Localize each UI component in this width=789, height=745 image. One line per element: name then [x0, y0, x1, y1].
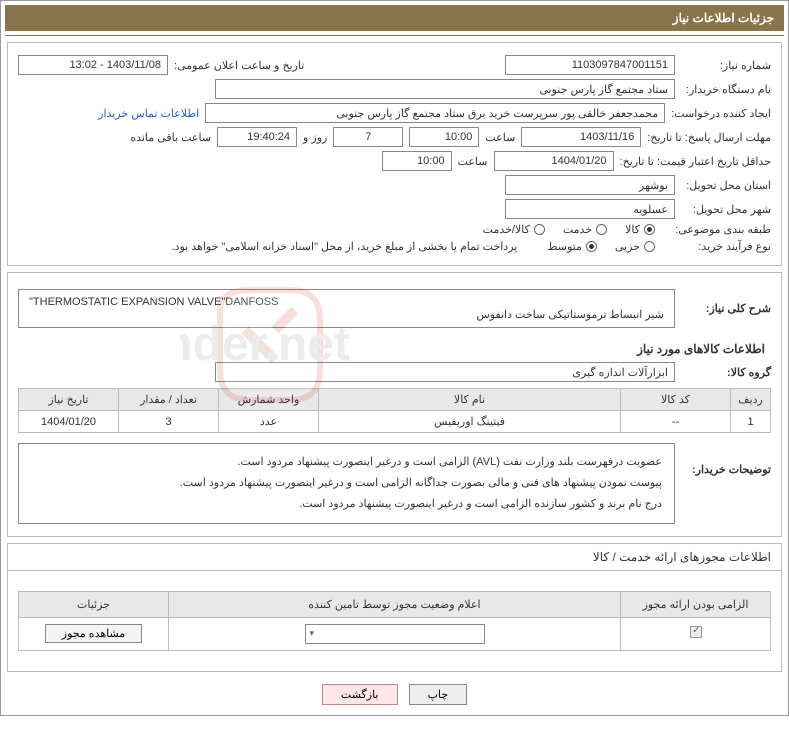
page-header: جزئیات اطلاعات نیاز [5, 5, 784, 31]
city-field: عسلویه [505, 199, 675, 219]
radio-kala[interactable]: کالا [625, 223, 655, 236]
divider [5, 35, 784, 36]
td-unit: عدد [219, 411, 319, 433]
status-select[interactable]: ▾ [305, 624, 485, 644]
explain-line2: پیوست نمودن پیشنهاد های فنی و مالی بصورت… [31, 473, 662, 494]
lth-required: الزامی بودن ارائه مجوز [621, 591, 771, 617]
th-date: تاریخ نیاز [19, 389, 119, 411]
radio-both-label: کالا/خدمت [483, 223, 530, 236]
back-button[interactable]: بازگشت [322, 684, 398, 705]
explain-line3: درج نام برند و کشور سازنده الزامی است و … [31, 494, 662, 515]
ltd-details: مشاهده مجوز [19, 617, 169, 650]
th-qty: تعداد / مقدار [119, 389, 219, 411]
items-table: ردیف کد کالا نام کالا واحد شمارش تعداد /… [18, 388, 771, 433]
validity-label: حداقل تاریخ اعتبار قیمت: تا تاریخ: [620, 155, 771, 168]
view-license-button[interactable]: مشاهده مجوز [45, 624, 142, 643]
radio-small-label: جزیی [615, 240, 640, 253]
explain-box: عضویت درفهرست بلند وزارت نفت (AVL) الزام… [18, 443, 675, 524]
td-row: 1 [731, 411, 771, 433]
radio-kala-label: کالا [625, 223, 640, 236]
province-label: استان محل تحویل: [681, 179, 771, 192]
td-name: فیتینگ اوریفیس [319, 411, 621, 433]
buyer-contact-link[interactable]: اطلاعات تماس خریدار [98, 107, 199, 120]
requester-label: ایجاد کننده درخواست: [671, 107, 771, 120]
lth-details: جزئیات [19, 591, 169, 617]
requester-field: محمدجعفر خالقی پور سرپرست خرید برق ستاد … [205, 103, 665, 123]
radio-khadamat-label: خدمت [563, 223, 592, 236]
td-date: 1404/01/20 [19, 411, 119, 433]
need-panel: شرح کلی نیاز: "THERMOSTATIC EXPANSION VA… [7, 272, 782, 537]
need-title-fa: شیر انبساط ترموستاتیکی ساخت دانفوس [29, 308, 664, 321]
need-no-field: 1103097847001151 [505, 55, 675, 75]
announce-field: 1403/11/08 - 13:02 [18, 55, 168, 75]
table-row: 1 -- فیتینگ اوریفیس عدد 3 1404/01/20 [19, 411, 771, 433]
need-title-en: "THERMOSTATIC EXPANSION VALVE"DANFOSS [29, 296, 664, 308]
lth-status: اعلام وضعیت مجوز توسط تامین کننده [169, 591, 621, 617]
license-table: الزامی بودن ارائه مجوز اعلام وضعیت مجوز … [18, 591, 771, 651]
td-code: -- [621, 411, 731, 433]
radio-med[interactable]: متوسط [547, 240, 597, 253]
time-remain-field: 19:40:24 [217, 127, 297, 147]
need-no-label: شماره نیاز: [681, 59, 771, 72]
group-label: گروه کالا: [681, 366, 771, 379]
time-label-1: ساعت [485, 131, 515, 144]
city-label: شهر محل تحویل: [681, 203, 771, 216]
th-unit: واحد شمارش [219, 389, 319, 411]
category-radio-group: کالا خدمت کالا/خدمت [483, 223, 655, 236]
radio-small[interactable]: جزیی [615, 240, 655, 253]
deadline-date-field: 1403/11/16 [521, 127, 641, 147]
license-row: ▾ مشاهده مجوز [19, 617, 771, 650]
need-title-label: شرح کلی نیاز: [681, 302, 771, 315]
deadline-time-field: 10:00 [409, 127, 479, 147]
announce-label: تاریخ و ساعت اعلان عمومی: [174, 59, 304, 72]
radio-khadamat[interactable]: خدمت [563, 223, 607, 236]
process-note: پرداخت تمام یا بخشی از مبلغ خرید، از محل… [172, 240, 518, 253]
buyer-org-label: نام دستگاه خریدار: [681, 83, 771, 96]
required-checkbox[interactable] [690, 626, 702, 638]
td-qty: 3 [119, 411, 219, 433]
print-button[interactable]: چاپ [409, 684, 468, 705]
th-code: کد کالا [621, 389, 731, 411]
th-row: ردیف [731, 389, 771, 411]
process-radio-group: جزیی متوسط [547, 240, 655, 253]
validity-time-field: 10:00 [382, 151, 452, 171]
chevron-down-icon: ▾ [310, 628, 315, 639]
deadline-label: مهلت ارسال پاسخ: تا تاریخ: [647, 131, 771, 144]
province-field: بوشهر [505, 175, 675, 195]
radio-both[interactable]: کالا/خدمت [483, 223, 545, 236]
validity-date-field: 1404/01/20 [494, 151, 614, 171]
license-panel: اطلاعات مجوزهای ارائه خدمت / کالا الزامی… [7, 543, 782, 672]
time-label-2: ساعت [458, 155, 488, 168]
ltd-required [621, 617, 771, 650]
explain-label: توضیحات خریدار: [681, 443, 771, 476]
items-section-title: اطلاعات کالاهای مورد نیاز [24, 342, 765, 356]
day-and-label: روز و [303, 131, 327, 144]
days-remain-field: 7 [333, 127, 403, 147]
info-panel: شماره نیاز: 1103097847001151 تاریخ و ساع… [7, 42, 782, 266]
th-name: نام کالا [319, 389, 621, 411]
footer-buttons: چاپ بازگشت [5, 684, 784, 705]
group-field: ابزارآلات اندازه گیری [215, 362, 675, 382]
ltd-status: ▾ [169, 617, 621, 650]
buyer-org-field: ستاد مجتمع گاز پارس جنوبی [215, 79, 675, 99]
category-label: طبقه بندی موضوعی: [661, 223, 771, 236]
remain-label: ساعت باقی مانده [130, 131, 211, 144]
radio-med-label: متوسط [547, 240, 582, 253]
license-section-title: اطلاعات مجوزهای ارائه خدمت / کالا [8, 544, 781, 570]
process-label: نوع فرآیند خرید: [661, 240, 771, 253]
explain-line1: عضویت درفهرست بلند وزارت نفت (AVL) الزام… [31, 452, 662, 473]
